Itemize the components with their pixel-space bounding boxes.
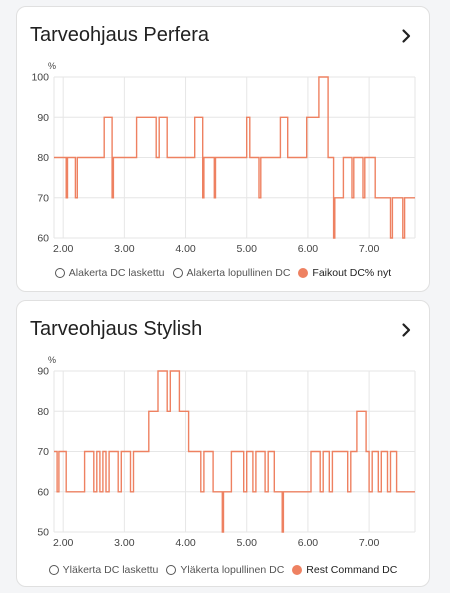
chevron-right-icon[interactable] bbox=[397, 321, 415, 339]
x-tick-label: 4.00 bbox=[175, 537, 196, 549]
card-tarveohjaus-stylish: Tarveohjaus Stylish 50 60 70 80 90 2.00 3.00 4.… bbox=[16, 300, 430, 587]
x-tick-label: 2.00 bbox=[53, 537, 74, 549]
line-chart: 50 60 70 80 90 2.00 3.00 4.00 5.00 6.00 7.00% bbox=[37, 355, 416, 549]
legend-item[interactable]: Faikout DC% nyt bbox=[298, 267, 391, 279]
series-line-0 bbox=[54, 370, 415, 533]
legend-label: Rest Command DC bbox=[306, 564, 398, 576]
legend-filled-circle-icon bbox=[292, 565, 303, 575]
legend-circle-icon bbox=[166, 565, 177, 575]
card-title: Tarveohjaus Stylish bbox=[30, 318, 203, 340]
legend-item[interactable]: Alakerta DC laskettu bbox=[54, 267, 165, 279]
card-title: Tarveohjaus Perfera bbox=[30, 24, 209, 46]
y-tick-label: 70 bbox=[37, 446, 49, 458]
y-tick-label: 50 bbox=[37, 527, 49, 539]
x-tick-label: 5.00 bbox=[237, 243, 258, 255]
x-tick-label: 7.00 bbox=[359, 537, 380, 549]
y-axis-unit-label: % bbox=[48, 355, 56, 365]
x-tick-label: 3.00 bbox=[114, 243, 135, 255]
legend-filled-circle-icon bbox=[298, 268, 309, 278]
x-tick-label: 6.00 bbox=[298, 537, 319, 549]
legend-circle-icon bbox=[54, 268, 65, 278]
y-tick-label: 60 bbox=[37, 233, 49, 245]
x-tick-label: 6.00 bbox=[298, 243, 319, 255]
legend-item[interactable]: Rest Command DC bbox=[292, 564, 397, 576]
x-tick-label: 4.00 bbox=[175, 243, 196, 255]
x-tick-label: 2.00 bbox=[53, 243, 74, 255]
legend-label: Yläkerta lopullinen DC bbox=[180, 564, 285, 576]
legend-label: Alakerta DC laskettu bbox=[68, 267, 165, 279]
card-tarveohjaus-perfera: Tarveohjaus Perfera 60 70 80 90 100 2.00 3.00 4… bbox=[16, 6, 430, 292]
legend-label: Yläkerta DC laskettu bbox=[62, 564, 159, 576]
chart-legend: Yläkerta DC laskettu Yläkerta lopullinen … bbox=[17, 564, 429, 576]
y-tick-label: 90 bbox=[37, 112, 49, 124]
series-line-0 bbox=[54, 76, 415, 239]
line-chart: 60 70 80 90 100 2.00 3.00 4.00 5.00 6.00 7.00% bbox=[31, 61, 416, 255]
x-tick-label: 3.00 bbox=[114, 537, 135, 549]
y-axis-unit-label: % bbox=[48, 61, 56, 71]
y-tick-label: 70 bbox=[37, 192, 49, 204]
legend-item[interactable]: Yläkerta lopullinen DC bbox=[166, 564, 284, 576]
chart-legend: Alakerta DC laskettu Alakerta lopullinen … bbox=[17, 267, 429, 279]
y-tick-label: 80 bbox=[37, 406, 49, 418]
x-tick-label: 7.00 bbox=[359, 243, 380, 255]
legend-circle-icon bbox=[48, 565, 59, 575]
legend-item[interactable]: Yläkerta DC laskettu bbox=[48, 564, 159, 576]
y-tick-label: 90 bbox=[37, 366, 49, 378]
y-tick-label: 80 bbox=[37, 152, 49, 164]
legend-circle-icon bbox=[172, 268, 183, 278]
legend-item[interactable]: Alakerta lopullinen DC bbox=[172, 267, 291, 279]
y-tick-label: 100 bbox=[31, 72, 49, 84]
chevron-right-icon[interactable] bbox=[397, 27, 415, 45]
legend-label: Alakerta lopullinen DC bbox=[186, 267, 291, 279]
x-tick-label: 5.00 bbox=[237, 537, 258, 549]
y-tick-label: 60 bbox=[37, 486, 49, 498]
legend-label: Faikout DC% nyt bbox=[312, 267, 392, 279]
